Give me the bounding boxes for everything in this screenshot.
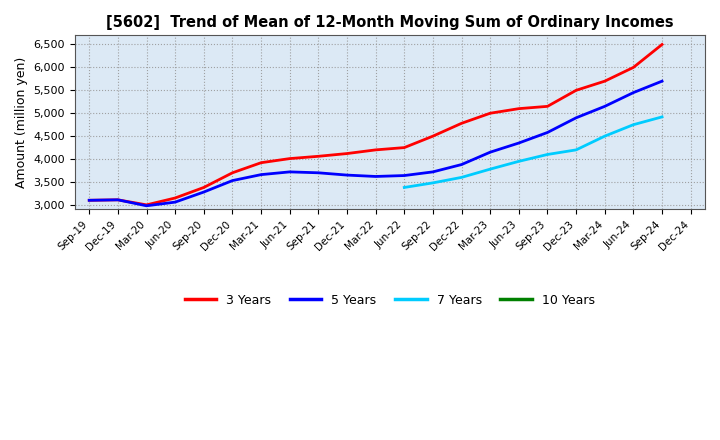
3 Years — [629, 65, 638, 70]
3 Years — [228, 170, 237, 176]
7 Years — [457, 175, 466, 180]
Y-axis label: Amount (million yen): Amount (million yen) — [15, 57, 28, 188]
5 Years — [285, 169, 294, 175]
Line: 3 Years: 3 Years — [89, 44, 662, 205]
7 Years — [600, 133, 609, 139]
3 Years — [486, 110, 495, 116]
5 Years — [85, 198, 94, 203]
3 Years — [572, 88, 580, 93]
Line: 7 Years: 7 Years — [404, 117, 662, 187]
3 Years — [85, 198, 94, 203]
7 Years — [486, 166, 495, 172]
3 Years — [142, 202, 150, 208]
Title: [5602]  Trend of Mean of 12-Month Moving Sum of Ordinary Incomes: [5602] Trend of Mean of 12-Month Moving … — [106, 15, 674, 30]
5 Years — [257, 172, 266, 177]
5 Years — [428, 169, 437, 175]
7 Years — [543, 152, 552, 157]
7 Years — [657, 114, 666, 120]
7 Years — [572, 147, 580, 153]
3 Years — [428, 133, 437, 139]
5 Years — [199, 189, 208, 194]
5 Years — [600, 104, 609, 109]
3 Years — [457, 121, 466, 126]
7 Years — [428, 180, 437, 186]
7 Years — [629, 122, 638, 127]
5 Years — [114, 197, 122, 202]
3 Years — [343, 151, 351, 156]
3 Years — [114, 197, 122, 202]
5 Years — [543, 130, 552, 135]
5 Years — [142, 203, 150, 209]
3 Years — [314, 154, 323, 159]
5 Years — [457, 162, 466, 167]
5 Years — [343, 172, 351, 178]
Legend: 3 Years, 5 Years, 7 Years, 10 Years: 3 Years, 5 Years, 7 Years, 10 Years — [180, 289, 600, 312]
5 Years — [400, 173, 408, 178]
3 Years — [515, 106, 523, 111]
3 Years — [657, 42, 666, 47]
5 Years — [572, 115, 580, 121]
3 Years — [171, 195, 179, 201]
5 Years — [372, 174, 380, 179]
3 Years — [543, 104, 552, 109]
3 Years — [600, 78, 609, 84]
5 Years — [171, 199, 179, 205]
5 Years — [657, 78, 666, 84]
3 Years — [257, 160, 266, 165]
5 Years — [314, 170, 323, 176]
3 Years — [372, 147, 380, 153]
7 Years — [400, 185, 408, 190]
5 Years — [228, 178, 237, 183]
5 Years — [515, 140, 523, 146]
3 Years — [285, 156, 294, 161]
5 Years — [486, 150, 495, 155]
Line: 5 Years: 5 Years — [89, 81, 662, 206]
3 Years — [199, 185, 208, 190]
5 Years — [629, 90, 638, 95]
3 Years — [400, 145, 408, 150]
7 Years — [515, 159, 523, 164]
